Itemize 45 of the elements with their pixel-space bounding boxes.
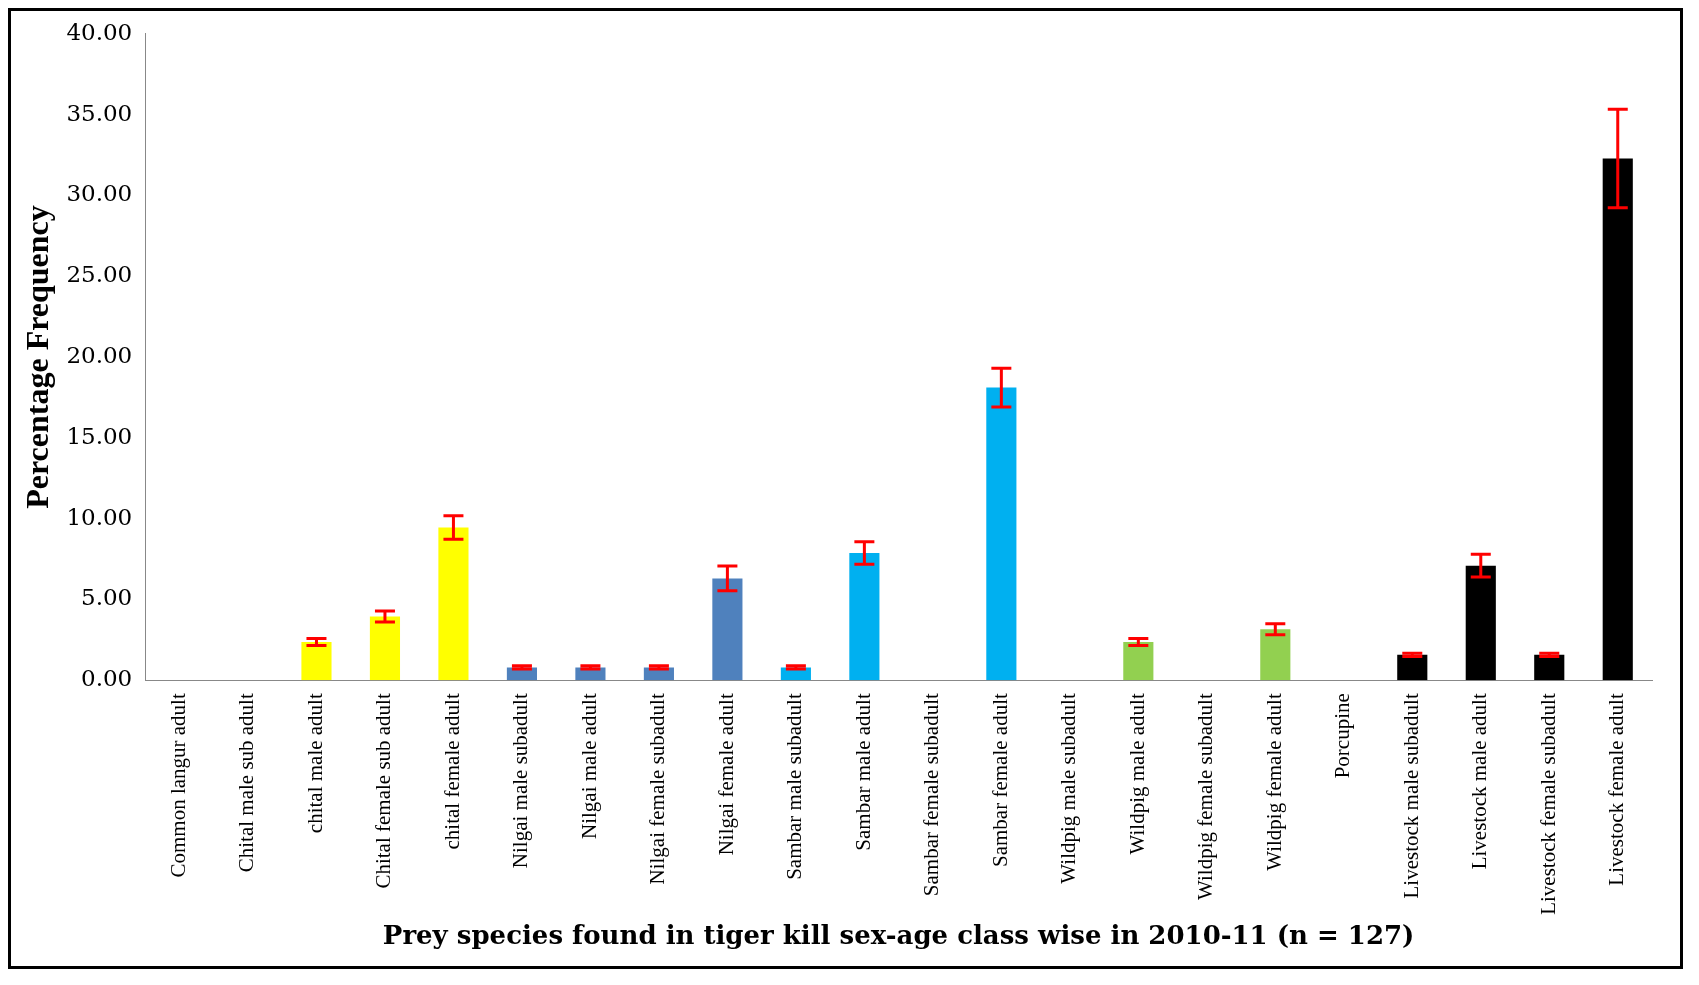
bar [301,642,332,681]
x-axis-title: Prey species found in tiger kill sex-age class wise in 2010-11 (n = 127) [382,920,1415,951]
x-tick-label: Chital male sub adult [234,693,259,873]
bar [1260,629,1291,681]
bar [712,578,743,681]
x-tick-label: Wildpig male adult [1124,693,1149,855]
y-tick-label: 25.00 [66,261,133,288]
bar [1397,654,1428,681]
bar [369,616,401,681]
x-tick-label: Nilgai male adult [576,693,601,839]
x-tick-label: Nilgai female adult [713,693,738,856]
x-tick-label: Wildpig female adult [1261,693,1286,871]
bar [986,387,1017,681]
x-tick-label: Livestock male adult [1467,693,1492,870]
x-tick-label: Common langur adult [166,693,190,878]
x-tick-label: chital male adult [302,693,327,834]
y-tick-label: 30.00 [66,180,133,207]
x-tick-label: Chital female sub adult [371,693,396,889]
y-tick-label: 10.00 [66,503,133,530]
y-tick-label: 0.00 [81,665,133,692]
y-tick-label: 20.00 [66,341,133,368]
x-tick-label: Sambar female adult [987,693,1012,867]
bar [1534,654,1565,681]
y-axis-title: Percentage Frequency [19,205,56,509]
x-tick-label: Livestock female subadult [1535,693,1560,915]
x-tick-label: Wildpig male subadult [1056,693,1081,884]
x-tick-label: Sambar male adult [850,693,875,851]
y-tick-label: 15.00 [66,422,133,449]
x-tick-label: Nilgai female subadult [645,693,670,885]
x-tick-label: Sambar male subadult [782,693,807,880]
x-tick-label: Nilgai male subadult [508,693,533,869]
bar [1602,158,1633,681]
bar [1123,642,1154,681]
x-tick-label: Porcupine [1330,693,1355,779]
y-tick-label: 40.00 [66,18,133,45]
x-tick-label: Livestock male subadult [1398,693,1423,899]
x-tick-label: Wildpig female subadult [1193,693,1218,900]
bar [438,527,469,681]
x-tick-label: chital female adult [439,693,464,850]
y-tick-label: 35.00 [66,99,133,126]
y-tick-label: 5.00 [81,584,133,611]
x-tick-label: Livestock female adult [1604,693,1629,886]
bar [1465,565,1496,681]
x-tick-label: Sambar female subadult [919,693,944,897]
bar [849,553,880,681]
